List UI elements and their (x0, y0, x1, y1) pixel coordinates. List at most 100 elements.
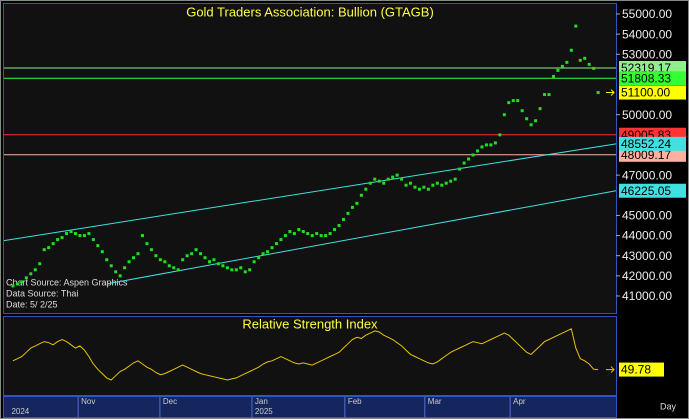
price-dot (283, 234, 287, 238)
channel-label-box (619, 136, 686, 151)
price-dot (288, 230, 292, 234)
price-label: 51100.00 (621, 86, 670, 100)
price-dot (382, 181, 386, 185)
price-dot (274, 242, 278, 246)
price-dot (301, 230, 305, 234)
channel-label: 46225.05 (621, 184, 671, 198)
price-dot (364, 187, 368, 191)
price-dot (592, 66, 596, 70)
y-tick-label: 54000.00 (622, 27, 672, 41)
price-dot (56, 238, 60, 242)
y-tick-label: 47000.00 (622, 168, 672, 182)
price-dot (342, 217, 346, 221)
price-dot (462, 161, 466, 165)
date-axis (3, 396, 617, 418)
price-dot (181, 258, 185, 262)
price-dot (413, 185, 417, 189)
x-tick-label: Mar (428, 397, 442, 406)
price-dot (163, 260, 167, 264)
price-dot (489, 143, 493, 147)
price-dot (96, 244, 100, 248)
x-tick-label: Jan (255, 397, 268, 406)
y-tick-label: 55000.00 (622, 7, 672, 21)
y-tick-label: 44000.00 (622, 229, 672, 243)
price-dot (297, 228, 301, 232)
channel-label: 48552.24 (621, 137, 671, 151)
price-dot (87, 232, 91, 236)
price-dot (65, 232, 69, 236)
y-tick-label: 45000.00 (622, 209, 672, 223)
price-dot (337, 223, 341, 227)
y-tick-label: 43000.00 (622, 249, 672, 263)
price-panel (3, 3, 617, 314)
price-dot (529, 123, 533, 127)
price-dot (569, 48, 573, 52)
price-dot (333, 228, 337, 232)
price-dot (583, 56, 587, 60)
price-dot (279, 238, 283, 242)
y-tick-label: 53000.00 (622, 47, 672, 61)
y-tick-label: 41000.00 (622, 289, 672, 303)
price-dot (172, 266, 176, 270)
rsi-line (12, 328, 599, 381)
price-dot (458, 167, 462, 171)
price-dot (368, 181, 372, 185)
price-dot (484, 143, 488, 147)
price-dot (306, 232, 310, 236)
price-dot (543, 93, 547, 97)
price-dot (118, 274, 122, 278)
price-dot (15, 282, 19, 286)
price-dot (82, 234, 86, 238)
price-dot (449, 179, 453, 183)
price-dot (480, 145, 484, 149)
price-dot (239, 266, 243, 270)
price-dot (60, 236, 64, 240)
price-dot (319, 234, 323, 238)
rsi-label-box (619, 362, 664, 377)
price-dot (400, 177, 404, 181)
price-dot (511, 99, 515, 103)
price-dot (24, 276, 28, 280)
price-dot (123, 266, 127, 270)
price-dot (47, 246, 51, 250)
price-dot (507, 101, 511, 105)
price-dot (257, 256, 261, 260)
x-tick-label: Nov (81, 397, 95, 406)
price-dot (234, 268, 238, 272)
price-dot (556, 68, 560, 72)
chart-title: Gold Traders Association: Bullion (GTAGB… (186, 4, 434, 19)
price-dot (493, 141, 497, 145)
x-tick-label: Apr (513, 397, 526, 406)
price-dot (73, 232, 77, 236)
rsi-title: Relative Strength Index (242, 316, 378, 331)
annotation: Data Source: Thai (6, 288, 78, 298)
price-dot (203, 256, 207, 260)
price-dot (114, 270, 118, 274)
annotation: Date: 5/ 2/25 (6, 299, 58, 309)
price-dot (149, 248, 153, 252)
price-dot (127, 260, 131, 264)
price-dot (132, 256, 136, 260)
price-dot (426, 187, 430, 191)
price-dot (565, 60, 569, 64)
channel-line (3, 143, 617, 242)
channel-label-box (619, 183, 686, 198)
level-label-box (619, 147, 686, 162)
y-tick-label: 42000.00 (622, 269, 672, 283)
price-dot (243, 270, 247, 274)
price-dot (230, 268, 234, 272)
price-dot (534, 119, 538, 123)
price-dot (216, 262, 220, 266)
price-dot (78, 234, 82, 238)
price-dot (538, 107, 542, 111)
price-dot (105, 258, 109, 262)
price-dot (350, 205, 354, 209)
price-dot (176, 268, 180, 272)
price-dot (467, 157, 471, 161)
x-tick-label: Feb (348, 397, 362, 406)
price-dot (154, 254, 158, 258)
price-dot (453, 177, 457, 181)
price-dot (225, 266, 229, 270)
price-dot (578, 58, 582, 62)
